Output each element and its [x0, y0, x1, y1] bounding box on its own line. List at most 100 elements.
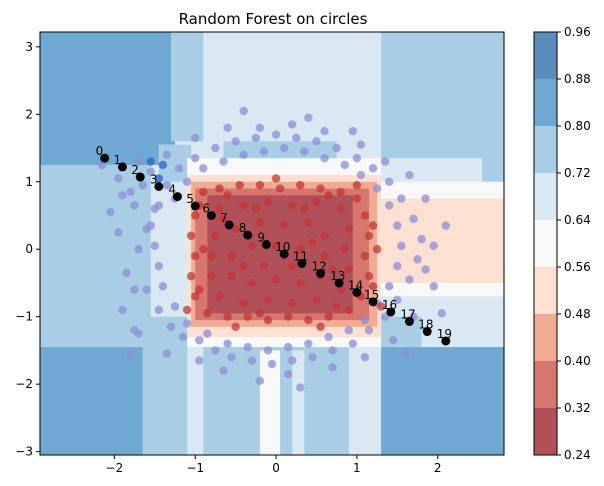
inner-point	[275, 184, 285, 193]
scatter-points	[98, 106, 450, 392]
outer-point	[134, 157, 143, 166]
y-axis: −3 −2 −1 0 1 2 3	[15, 40, 40, 459]
colorbar-tick-label: 0.24	[564, 448, 591, 462]
outer-point	[348, 339, 358, 348]
inner-point	[344, 224, 353, 234]
outer-point	[393, 295, 402, 305]
inner-point	[231, 322, 240, 332]
x-tick-label: −2	[106, 461, 124, 475]
inner-point	[191, 211, 200, 220]
outer-point	[223, 339, 232, 348]
outer-point	[368, 164, 378, 173]
inner-point	[312, 295, 321, 305]
inner-point	[195, 285, 204, 294]
inner-point	[207, 272, 216, 281]
outer-point	[174, 164, 184, 173]
y-tick-label: 1	[25, 175, 33, 189]
inner-point	[199, 245, 208, 254]
chart-title: Random Forest on circles	[179, 10, 368, 28]
outer-point	[332, 143, 341, 153]
colorbar-band	[534, 267, 557, 314]
path-point	[224, 220, 234, 230]
outer-point	[251, 133, 261, 143]
outer-point	[356, 140, 366, 149]
outer-point	[146, 167, 155, 176]
inner-point	[255, 180, 265, 190]
outer-point	[401, 349, 410, 359]
outer-point	[239, 106, 248, 116]
inner-point	[259, 261, 269, 271]
outer-point	[138, 180, 147, 190]
inner-point	[360, 251, 370, 261]
outer-point	[118, 305, 127, 315]
path-point-label: 16	[382, 298, 397, 312]
outer-point	[191, 153, 200, 163]
outer-point	[417, 234, 426, 244]
colorbar-band	[534, 79, 557, 126]
plot-frame	[39, 31, 505, 456]
outer-point	[288, 356, 297, 365]
colorbar-band	[534, 314, 557, 361]
inner-point	[324, 191, 333, 200]
inner-point	[203, 309, 212, 318]
inner-point	[344, 305, 353, 315]
inner-point	[215, 292, 224, 301]
inner-point	[247, 241, 256, 251]
inner-point	[332, 302, 341, 311]
inner-point	[271, 174, 281, 183]
outer-point	[259, 147, 269, 156]
outer-point	[195, 336, 204, 345]
outer-point	[320, 153, 329, 163]
inner-point	[247, 278, 256, 288]
colorbar-tick-label: 0.72	[564, 166, 591, 180]
outer-point	[247, 356, 256, 365]
colorbar-tick-label: 0.64	[564, 213, 591, 227]
outer-point	[154, 305, 164, 315]
outer-point	[393, 261, 402, 271]
outer-point	[304, 113, 313, 122]
path-point	[386, 307, 396, 317]
contour-region	[259, 350, 281, 455]
path-point-label: 0	[96, 144, 104, 158]
path-point-label: 7	[220, 211, 228, 225]
inner-point	[340, 245, 349, 254]
path-point-label: 9	[257, 231, 265, 245]
outer-point	[356, 170, 366, 180]
inner-point	[283, 312, 293, 321]
outer-point	[158, 282, 168, 291]
colorbar-tick-label: 0.80	[564, 119, 591, 133]
blue-point	[158, 160, 168, 170]
outer-point	[126, 349, 135, 359]
blue-point	[146, 157, 155, 166]
path-point-label: 10	[275, 240, 290, 254]
path-point-label: 2	[131, 163, 139, 177]
outer-point	[134, 329, 143, 338]
inner-point	[296, 245, 305, 254]
inner-point	[279, 221, 289, 230]
y-tick-label: −3	[15, 445, 33, 459]
inner-point	[296, 278, 305, 288]
inner-point	[320, 251, 329, 261]
inner-point	[219, 214, 228, 224]
inner-point	[344, 265, 353, 274]
path-point	[100, 153, 110, 163]
colorbar-tick-label: 0.96	[564, 25, 591, 39]
inner-point	[328, 265, 337, 274]
path-point	[243, 230, 253, 240]
y-tick-label: −2	[15, 377, 33, 391]
outer-point	[385, 177, 394, 186]
path-point-label: 15	[364, 288, 379, 302]
path-point-label: 3	[150, 172, 158, 186]
outer-point	[178, 332, 188, 342]
outer-point	[405, 275, 414, 284]
outer-point	[182, 177, 192, 186]
outer-point	[263, 346, 273, 355]
path-point	[154, 181, 164, 191]
outer-point	[106, 207, 115, 217]
outer-point	[344, 325, 353, 335]
outer-point	[227, 352, 236, 362]
inner-point	[255, 309, 265, 318]
inner-point	[251, 204, 261, 213]
